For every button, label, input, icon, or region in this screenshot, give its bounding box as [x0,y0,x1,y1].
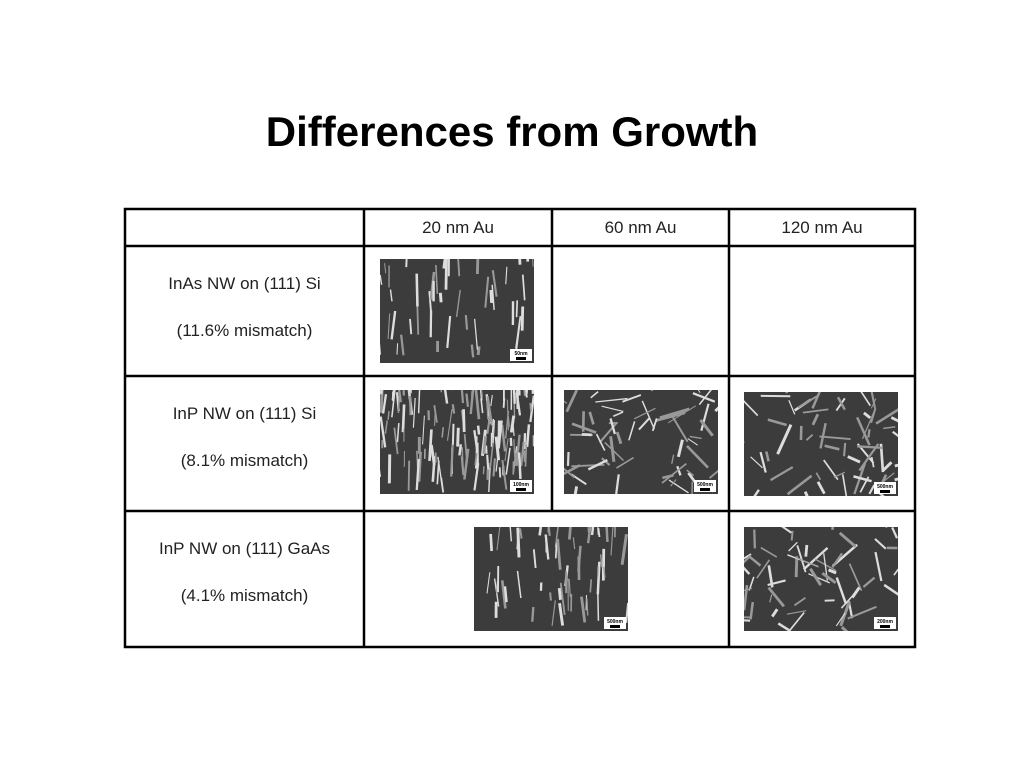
row-label: InAs NW on (111) Si [168,274,321,293]
scale-label: 200nm [877,619,893,625]
sem-image: 100nm [380,390,534,494]
scale-label: 500nm [697,482,713,488]
scale-label: 100nm [513,482,529,488]
sem-image: 500nm [564,390,718,494]
sem-image: 500nm [744,392,898,496]
column-header: 120 nm Au [781,217,863,237]
scale-label: 500nm [607,619,623,625]
row-note: (8.1% mismatch) [180,451,309,470]
row-note: (4.1% mismatch) [180,586,309,605]
row-label: InP NW on (111) GaAs [158,539,330,558]
row-note: (11.6% mismatch) [176,321,313,340]
slide-title: Differences from Growth [265,108,759,155]
scale-label: 50nm [514,351,528,357]
row-label: InP NW on (111) Si [172,404,317,423]
column-header: 20 nm Au [422,217,494,237]
scale-label: 500nm [877,484,893,490]
sem-image: 50nm [380,259,534,363]
sem-image: 500nm [474,527,628,631]
column-header: 60 nm Au [604,217,677,237]
sem-image: 200nm [744,527,898,631]
